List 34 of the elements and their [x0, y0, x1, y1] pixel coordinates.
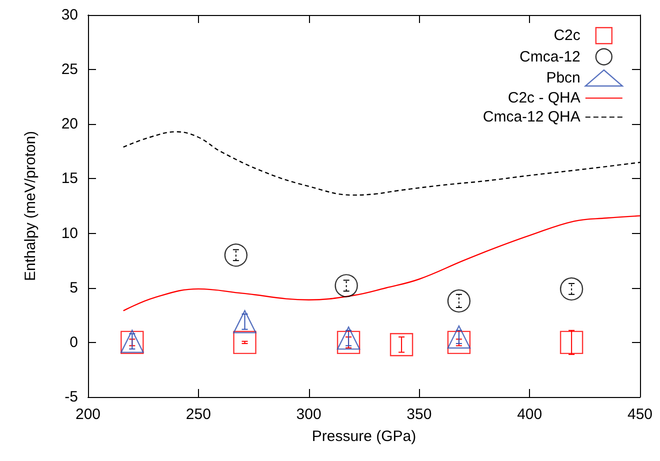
point	[224, 244, 248, 267]
y-tick-label: 15	[61, 170, 78, 188]
point	[336, 326, 360, 350]
point	[334, 274, 358, 298]
point	[233, 330, 256, 354]
y-tick-label: 0	[70, 334, 78, 351]
y-tick-label: -5	[64, 388, 78, 406]
x-tick-label: 350	[406, 406, 432, 423]
y-tick-label: 30	[61, 6, 78, 24]
legend-label: C2c	[554, 27, 581, 44]
x-tick-label: 400	[517, 406, 542, 423]
point	[447, 289, 471, 313]
legend-label: Pbcn	[546, 70, 580, 86]
y-tick-label: 10	[61, 224, 78, 242]
x-tick-label: 300	[296, 406, 322, 423]
x-tick-label: 250	[186, 406, 211, 423]
x-axis-title: Pressure (GPa)	[312, 428, 416, 445]
x-tick-label: 450	[627, 406, 653, 423]
point	[447, 330, 471, 354]
point	[233, 310, 256, 334]
x-tick-label: 200	[75, 406, 101, 423]
legend-label: Cmca-12 QHA	[482, 108, 580, 126]
y-tick-label: 20	[61, 116, 78, 133]
y-axis-title: Enthalpy (meV/proton)	[22, 130, 39, 282]
legend-label: C2c - QHA	[508, 90, 580, 107]
legend-label: Cmca-12	[520, 48, 580, 66]
point	[560, 330, 584, 354]
y-tick-label: 25	[61, 61, 78, 78]
point	[336, 330, 360, 354]
y-tick-label: 5	[70, 279, 78, 296]
point	[560, 277, 584, 301]
line-series	[122, 215, 641, 312]
point	[390, 333, 414, 356]
point	[447, 325, 471, 349]
